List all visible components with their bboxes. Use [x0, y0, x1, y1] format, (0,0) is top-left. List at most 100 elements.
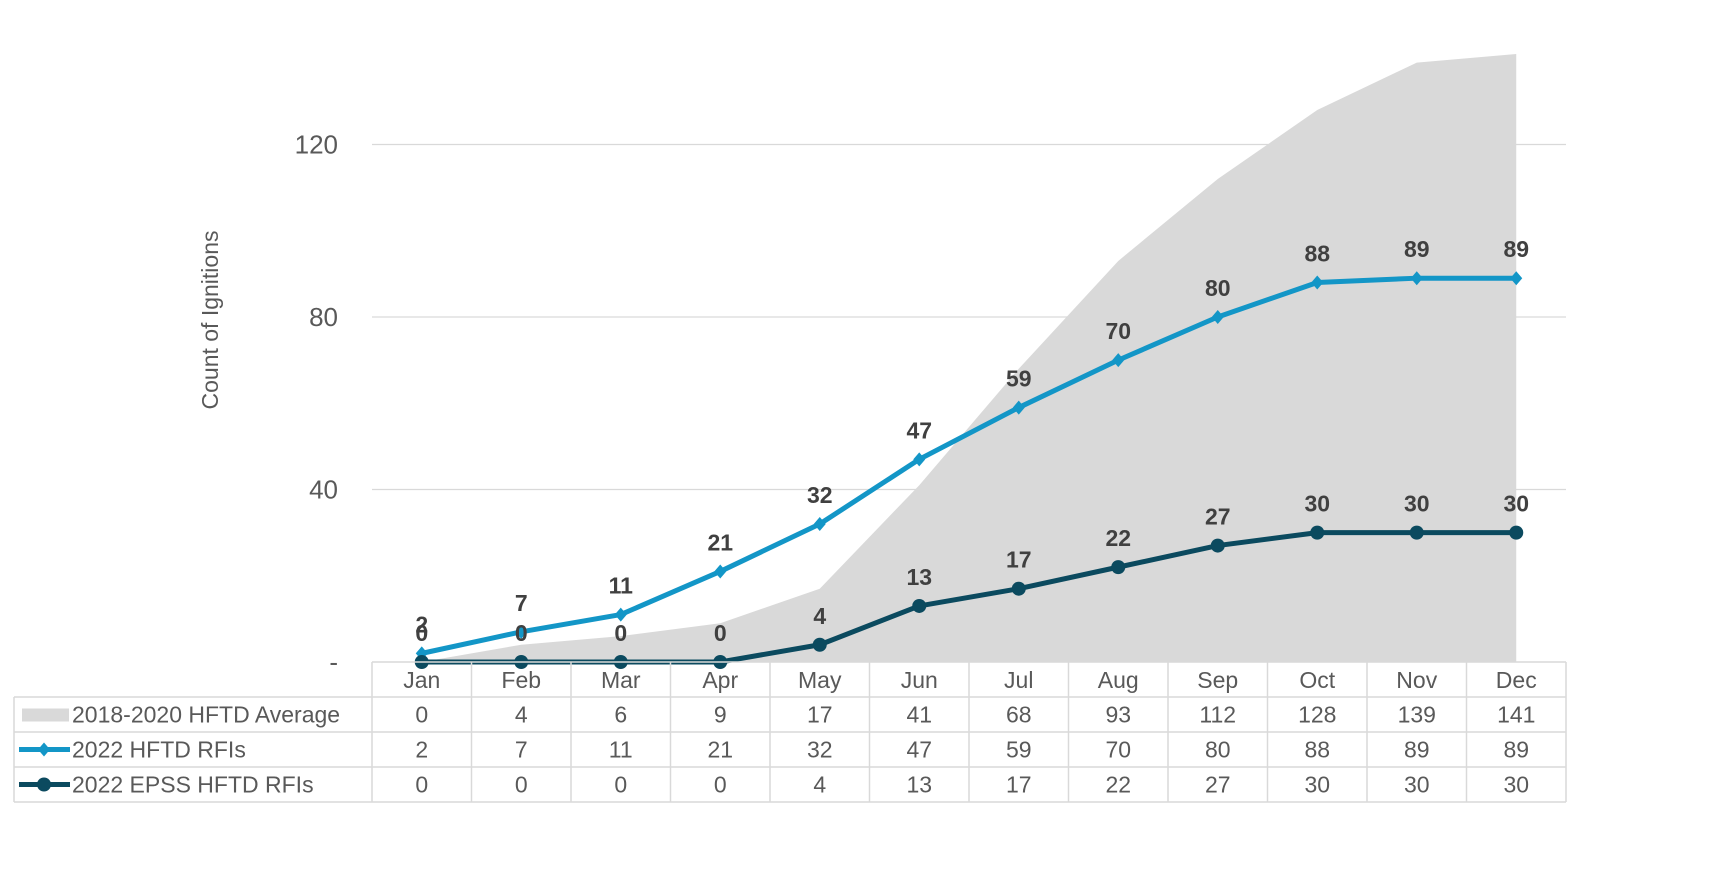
x-tick-label: Aug [1098, 667, 1139, 693]
data-label: 13 [906, 564, 932, 590]
legend-key-marker [38, 742, 50, 757]
data-label: 70 [1105, 318, 1131, 344]
table-cell: 2 [415, 737, 428, 763]
point-marker [1409, 525, 1424, 540]
table-cell: 139 [1398, 702, 1436, 728]
y-tick-label: 40 [309, 475, 338, 505]
point-marker [614, 607, 627, 622]
table-cell: 30 [1404, 772, 1430, 798]
table-cell: 27 [1205, 772, 1231, 798]
data-label: 30 [1503, 491, 1529, 517]
table-cell: 7 [515, 737, 528, 763]
table-cell: 4 [515, 702, 528, 728]
table-cell: 68 [1006, 702, 1032, 728]
table-cell: 30 [1503, 772, 1529, 798]
y-tick-label: 80 [309, 302, 338, 332]
area-series [421, 53, 1517, 662]
table-series-name: 2018-2020 HFTD Average [72, 702, 340, 728]
x-tick-label: Jun [901, 667, 938, 693]
point-marker [1509, 525, 1524, 540]
data-label: 2 [415, 611, 428, 637]
y-axis-title: Count of Ignitions [197, 230, 223, 409]
table-cell: 21 [707, 737, 733, 763]
table-cell: 0 [415, 702, 428, 728]
y-tick-label: - [329, 647, 338, 677]
point-marker [1011, 581, 1026, 596]
y-tick-label: 120 [295, 130, 338, 160]
table-cell: 89 [1503, 737, 1529, 763]
data-label: 0 [515, 620, 528, 646]
point-marker [714, 564, 727, 579]
data-label: 0 [714, 620, 727, 646]
data-label: 59 [1006, 366, 1032, 392]
point-marker [1510, 271, 1523, 286]
point-marker [1410, 271, 1423, 286]
point-marker [1012, 400, 1025, 415]
table-cell: 13 [906, 772, 932, 798]
data-label: 0 [415, 620, 428, 646]
point-marker [913, 452, 926, 467]
point-marker [1310, 525, 1325, 540]
table-cell: 9 [714, 702, 727, 728]
table-cell: 41 [906, 702, 932, 728]
table-cell: 89 [1404, 737, 1430, 763]
data-label: 89 [1404, 236, 1430, 262]
data-label: 89 [1503, 236, 1529, 262]
table-cell: 0 [614, 772, 627, 798]
table-cell: 93 [1105, 702, 1131, 728]
x-tick-label: Sep [1197, 667, 1238, 693]
point-marker [1211, 310, 1224, 324]
point-marker [1111, 560, 1126, 575]
table-cell: 6 [614, 702, 627, 728]
point-marker [812, 637, 827, 652]
point-marker [515, 624, 528, 639]
table-cell: 17 [807, 702, 833, 728]
table-cell: 4 [813, 772, 826, 798]
table-cell: 0 [415, 772, 428, 798]
x-tick-label: Feb [501, 667, 541, 693]
table-cell: 11 [609, 737, 633, 763]
point-marker [912, 598, 927, 613]
data-label: 22 [1105, 525, 1131, 551]
x-tick-label: Oct [1299, 667, 1335, 693]
table-cell: 22 [1105, 772, 1131, 798]
table-cell: 47 [906, 737, 932, 763]
point-marker [1210, 538, 1225, 553]
point-marker [813, 517, 826, 531]
x-tick-label: Jul [1004, 667, 1033, 693]
point-marker [1311, 275, 1324, 290]
legend-key-marker [37, 777, 51, 792]
point-marker [1112, 353, 1125, 368]
data-label: 30 [1404, 491, 1430, 517]
data-label: 80 [1205, 275, 1231, 301]
data-label: 47 [906, 417, 932, 443]
table-cell: 112 [1199, 702, 1236, 728]
table-series-name: 2022 EPSS HFTD RFIs [72, 772, 314, 798]
table-cell: 88 [1304, 737, 1330, 763]
table-cell: 141 [1497, 702, 1535, 728]
x-tick-label: Dec [1496, 667, 1537, 693]
data-label: 7 [515, 590, 528, 616]
table-cell: 17 [1006, 772, 1032, 798]
data-label: 17 [1006, 547, 1032, 573]
x-tick-label: Apr [702, 667, 738, 693]
data-label: 11 [609, 573, 634, 599]
table-cell: 0 [714, 772, 727, 798]
table-cell: 0 [515, 772, 528, 798]
table-cell: 80 [1205, 737, 1231, 763]
table-cell: 59 [1006, 737, 1032, 763]
data-label: 0 [614, 620, 627, 646]
table-cell: 70 [1105, 737, 1131, 763]
table-cell: 30 [1304, 772, 1330, 798]
table-series-name: 2022 HFTD RFIs [72, 737, 246, 763]
x-tick-label: Mar [601, 667, 641, 693]
data-label: 4 [813, 603, 826, 629]
legend-key [22, 708, 69, 722]
data-label: 27 [1205, 504, 1231, 530]
x-tick-label: Nov [1396, 667, 1437, 693]
data-label: 30 [1304, 491, 1330, 517]
table-cell: 32 [807, 737, 833, 763]
data-label: 32 [807, 482, 833, 508]
